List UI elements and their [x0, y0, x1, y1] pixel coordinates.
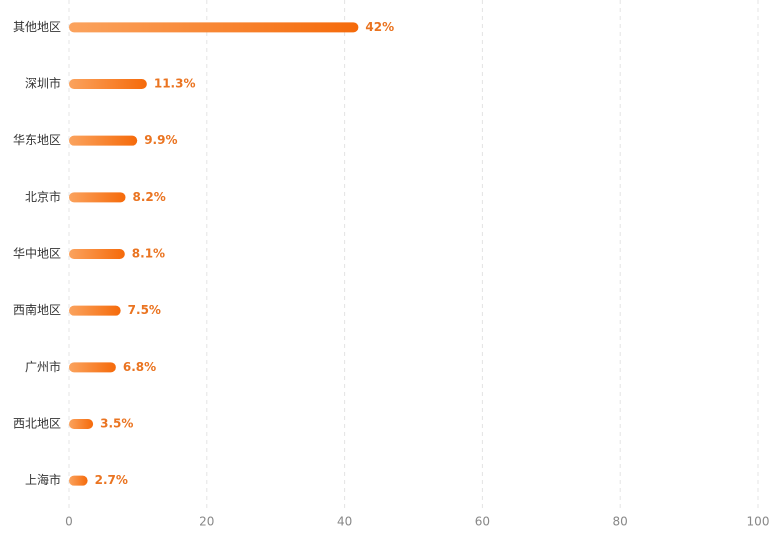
bar: [69, 419, 94, 429]
bar: [69, 79, 147, 89]
value-label: 9.9%: [144, 133, 177, 147]
y-tick-label: 华中地区: [13, 246, 61, 261]
x-tick-label: 100: [747, 515, 770, 529]
y-tick-label: 广州市: [25, 359, 61, 374]
y-tick-label: 深圳市: [25, 76, 61, 91]
x-tick-label: 80: [613, 515, 628, 529]
value-label: 3.5%: [100, 417, 133, 431]
bar: [69, 305, 121, 316]
bar: [69, 135, 138, 146]
x-tick-label: 0: [65, 515, 73, 529]
value-label: 8.1%: [132, 247, 165, 261]
value-label: 2.7%: [95, 473, 128, 487]
x-tick-label: 20: [199, 515, 214, 529]
y-tick-label: 上海市: [25, 472, 61, 487]
bar: [69, 22, 359, 33]
y-tick-label: 华东地区: [13, 133, 61, 147]
y-tick-label: 北京市: [25, 189, 61, 204]
bar: [69, 249, 125, 259]
value-label: 11.3%: [154, 77, 196, 91]
x-tick-label: 40: [337, 515, 352, 529]
y-tick-label: 西南地区: [13, 302, 61, 317]
value-label: 8.2%: [132, 190, 165, 204]
value-label: 7.5%: [128, 303, 161, 317]
value-label: 42%: [365, 20, 394, 34]
value-label: 6.8%: [123, 360, 156, 374]
x-tick-label: 60: [475, 515, 490, 529]
bar: [69, 475, 88, 486]
bar: [69, 362, 116, 373]
bar: [69, 192, 126, 203]
y-tick-label: 其他地区: [13, 20, 61, 34]
y-tick-label: 西北地区: [13, 417, 61, 431]
